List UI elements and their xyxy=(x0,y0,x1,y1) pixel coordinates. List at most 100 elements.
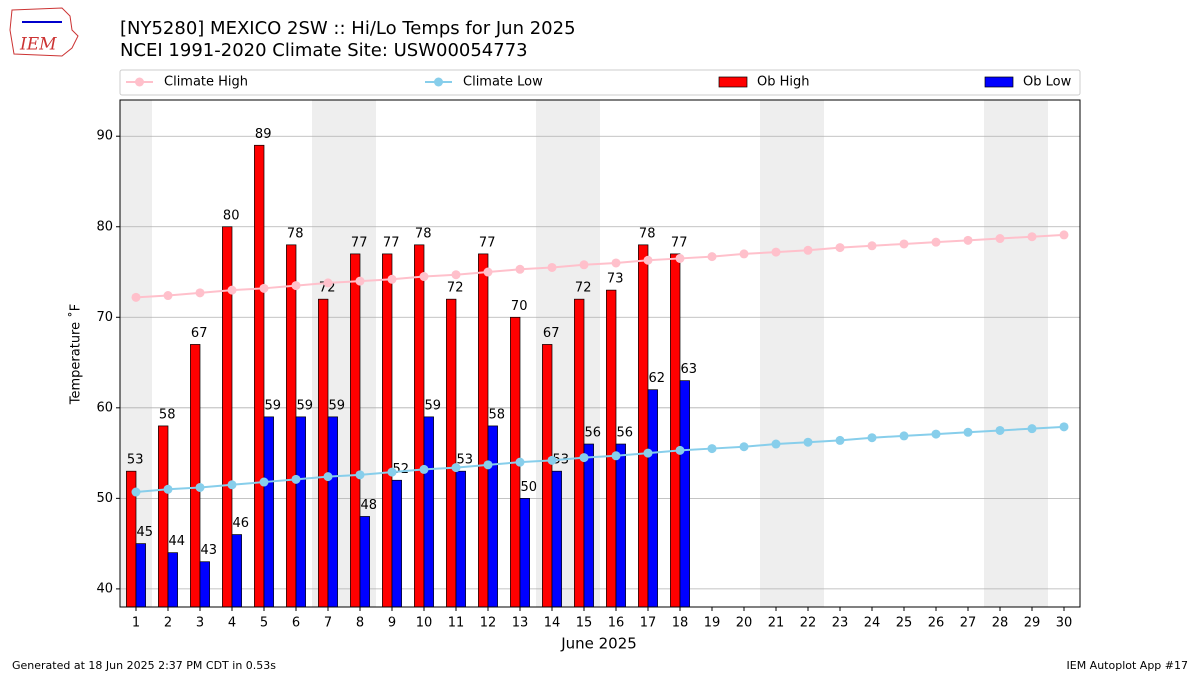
footer-left: Generated at 18 Jun 2025 2:37 PM CDT in … xyxy=(12,659,276,672)
legend-label: Climate High xyxy=(164,75,248,90)
line-marker xyxy=(643,255,653,265)
bar xyxy=(670,253,681,608)
line-marker xyxy=(835,243,845,253)
line-marker xyxy=(899,239,909,249)
data-label: 59 xyxy=(329,398,346,413)
weekend-band xyxy=(984,100,1016,607)
weekend-band xyxy=(1016,100,1048,607)
legend-label: Ob High xyxy=(757,75,810,90)
bar xyxy=(286,244,297,608)
line-marker xyxy=(163,291,173,301)
line-marker xyxy=(771,439,781,449)
line-marker xyxy=(451,270,461,280)
data-label: 78 xyxy=(287,226,304,241)
bar xyxy=(222,226,233,608)
data-label: 46 xyxy=(233,516,250,531)
line-marker xyxy=(1027,232,1037,242)
x-tick-label: 4 xyxy=(228,616,236,631)
bar xyxy=(446,298,457,608)
data-label: 72 xyxy=(575,281,592,296)
line-marker xyxy=(963,235,973,245)
line-marker xyxy=(483,267,493,277)
line-marker xyxy=(227,285,237,295)
bar xyxy=(254,144,265,608)
line-marker xyxy=(195,482,205,492)
x-tick-label: 27 xyxy=(960,616,977,631)
line-marker xyxy=(707,444,717,454)
line-marker xyxy=(867,433,877,443)
line-marker xyxy=(323,472,333,482)
data-label: 72 xyxy=(447,281,464,296)
x-tick-label: 9 xyxy=(388,616,396,631)
line-marker xyxy=(611,258,621,268)
data-label: 78 xyxy=(639,226,656,241)
line-marker xyxy=(547,262,557,272)
line-marker xyxy=(899,431,909,441)
x-tick-label: 5 xyxy=(260,616,268,631)
data-label: 67 xyxy=(191,326,208,341)
line-marker xyxy=(259,283,269,293)
line-marker xyxy=(579,453,589,463)
line-marker xyxy=(707,252,717,262)
y-tick-label: 50 xyxy=(96,491,113,506)
weekend-band xyxy=(760,100,792,607)
bar xyxy=(231,534,242,608)
bar xyxy=(382,253,393,608)
line xyxy=(135,425,1065,494)
data-label: 59 xyxy=(265,398,282,413)
line-marker xyxy=(675,253,685,263)
bar xyxy=(455,470,466,608)
legend-box xyxy=(119,69,1081,96)
line-marker xyxy=(515,264,525,274)
bar xyxy=(359,516,370,608)
chart-title: [NY5280] MEXICO 2SW :: Hi/Lo Temps for J… xyxy=(120,18,576,39)
y-tick-label: 70 xyxy=(96,310,113,325)
bar xyxy=(350,253,361,608)
data-label: 52 xyxy=(393,462,410,477)
data-label: 44 xyxy=(169,534,186,549)
logo: IEM xyxy=(9,7,79,57)
data-label: 50 xyxy=(521,480,538,495)
data-label: 67 xyxy=(543,326,560,341)
x-tick-label: 1 xyxy=(132,616,140,631)
legend-item: Climate High xyxy=(126,75,248,90)
data-label: 58 xyxy=(159,407,176,422)
line-marker xyxy=(131,292,141,302)
data-label: 59 xyxy=(297,398,314,413)
footer-right: IEM Autoplot App #17 xyxy=(1067,659,1189,672)
x-tick-label: 28 xyxy=(992,616,1009,631)
bar xyxy=(199,561,210,608)
line-marker xyxy=(1027,424,1037,434)
x-tick-label: 20 xyxy=(736,616,753,631)
bar xyxy=(487,425,498,608)
line-marker xyxy=(419,464,429,474)
bar xyxy=(327,416,338,608)
line-marker xyxy=(643,448,653,458)
bar xyxy=(574,298,585,608)
data-label: 45 xyxy=(137,525,154,540)
line-marker xyxy=(803,245,813,255)
x-tick-label: 16 xyxy=(608,616,625,631)
line-marker xyxy=(835,435,845,445)
x-tick-label: 8 xyxy=(356,616,364,631)
weekend-band xyxy=(792,100,824,607)
data-label: 63 xyxy=(681,362,698,377)
legend-swatch xyxy=(718,76,748,88)
logo-text: IEM xyxy=(19,35,57,55)
data-label: 77 xyxy=(383,235,400,250)
bar xyxy=(190,344,201,608)
data-label: 53 xyxy=(127,453,144,468)
x-tick-label: 30 xyxy=(1056,616,1073,631)
line-marker xyxy=(867,241,877,251)
data-label: 89 xyxy=(255,127,272,142)
line-marker xyxy=(931,237,941,247)
data-label: 78 xyxy=(415,226,432,241)
legend-item: Climate Low xyxy=(425,75,543,90)
x-tick-label: 17 xyxy=(640,616,657,631)
line-marker xyxy=(931,429,941,439)
x-tick-label: 2 xyxy=(164,616,172,631)
x-tick-label: 19 xyxy=(704,616,721,631)
line-marker xyxy=(387,274,397,284)
line-marker xyxy=(803,437,813,447)
